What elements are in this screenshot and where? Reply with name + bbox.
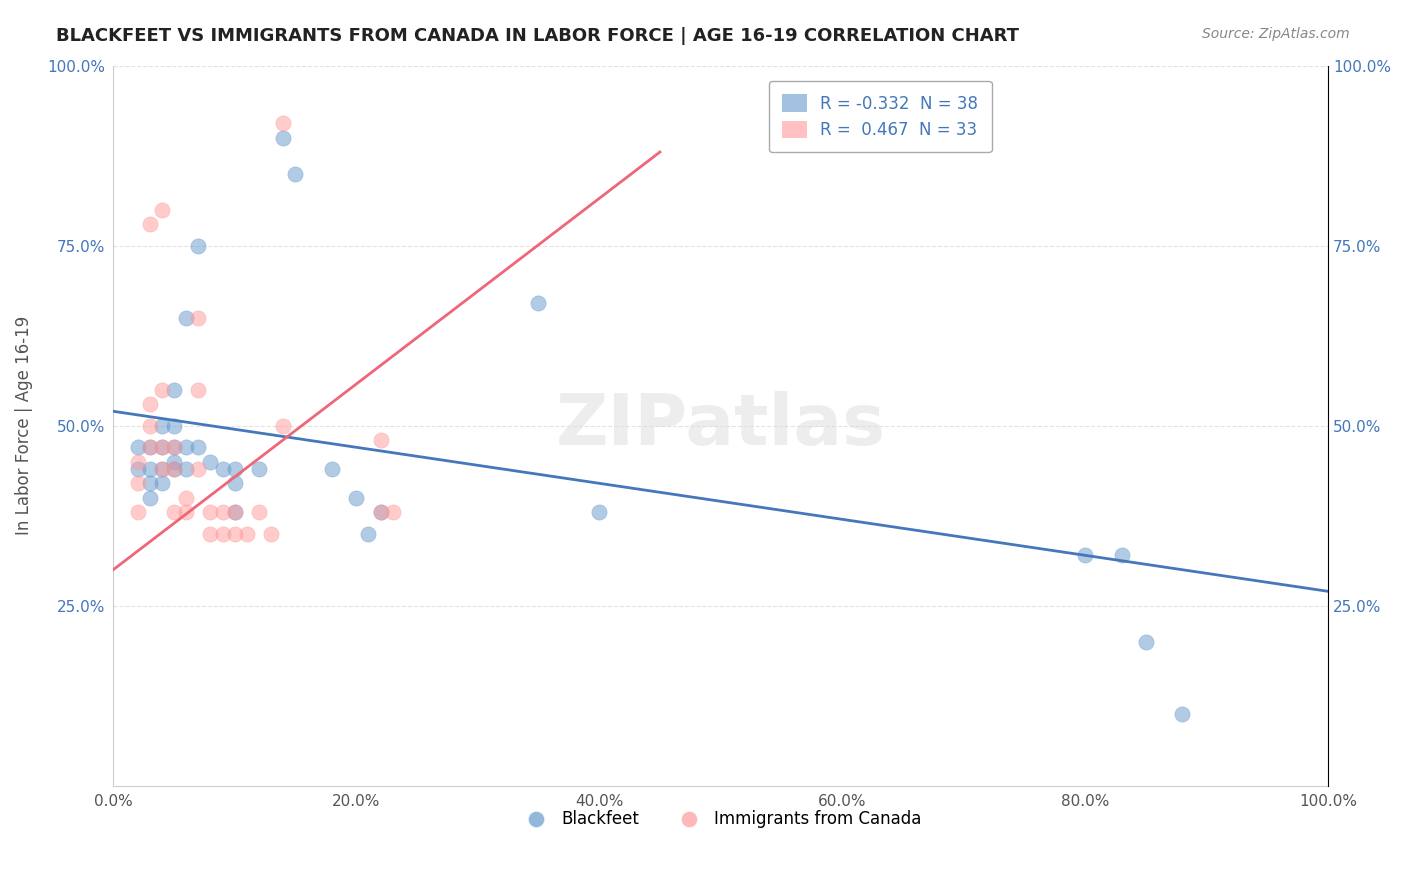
- Point: [174, 491, 197, 505]
- Point: [163, 505, 186, 519]
- Point: [211, 505, 233, 519]
- Point: [224, 462, 246, 476]
- Point: [211, 526, 233, 541]
- Point: [588, 505, 610, 519]
- Point: [200, 455, 222, 469]
- Point: [127, 440, 149, 454]
- Point: [127, 505, 149, 519]
- Point: [187, 238, 209, 252]
- Point: [370, 505, 392, 519]
- Point: [174, 462, 197, 476]
- Point: [174, 505, 197, 519]
- Point: [1135, 634, 1157, 648]
- Point: [163, 462, 186, 476]
- Point: [1171, 706, 1194, 721]
- Point: [357, 526, 380, 541]
- Point: [138, 462, 160, 476]
- Point: [138, 418, 160, 433]
- Point: [187, 310, 209, 325]
- Point: [370, 505, 392, 519]
- Text: BLACKFEET VS IMMIGRANTS FROM CANADA IN LABOR FORCE | AGE 16-19 CORRELATION CHART: BLACKFEET VS IMMIGRANTS FROM CANADA IN L…: [56, 27, 1019, 45]
- Point: [200, 526, 222, 541]
- Point: [138, 476, 160, 491]
- Point: [211, 462, 233, 476]
- Point: [247, 505, 270, 519]
- Point: [138, 440, 160, 454]
- Point: [527, 296, 550, 310]
- Legend: Blackfeet, Immigrants from Canada: Blackfeet, Immigrants from Canada: [513, 804, 928, 835]
- Point: [187, 383, 209, 397]
- Point: [187, 462, 209, 476]
- Point: [370, 433, 392, 447]
- Point: [127, 476, 149, 491]
- Point: [127, 462, 149, 476]
- Point: [247, 462, 270, 476]
- Point: [174, 440, 197, 454]
- Point: [150, 383, 173, 397]
- Point: [224, 505, 246, 519]
- Point: [150, 462, 173, 476]
- Point: [163, 440, 186, 454]
- Y-axis label: In Labor Force | Age 16-19: In Labor Force | Age 16-19: [15, 316, 32, 535]
- Point: [273, 418, 295, 433]
- Point: [163, 462, 186, 476]
- Point: [174, 310, 197, 325]
- Point: [150, 202, 173, 217]
- Point: [236, 526, 259, 541]
- Point: [127, 455, 149, 469]
- Point: [224, 505, 246, 519]
- Point: [200, 505, 222, 519]
- Point: [138, 440, 160, 454]
- Point: [1074, 549, 1097, 563]
- Point: [150, 418, 173, 433]
- Point: [273, 116, 295, 130]
- Point: [284, 167, 307, 181]
- Point: [224, 526, 246, 541]
- Point: [1111, 549, 1133, 563]
- Point: [187, 440, 209, 454]
- Point: [224, 476, 246, 491]
- Text: ZIPatlas: ZIPatlas: [555, 392, 886, 460]
- Point: [150, 440, 173, 454]
- Point: [163, 440, 186, 454]
- Point: [138, 491, 160, 505]
- Point: [150, 476, 173, 491]
- Point: [150, 440, 173, 454]
- Point: [138, 397, 160, 411]
- Point: [344, 491, 367, 505]
- Point: [138, 217, 160, 231]
- Point: [163, 418, 186, 433]
- Point: [381, 505, 404, 519]
- Text: Source: ZipAtlas.com: Source: ZipAtlas.com: [1202, 27, 1350, 41]
- Point: [273, 130, 295, 145]
- Point: [163, 455, 186, 469]
- Point: [260, 526, 283, 541]
- Point: [163, 383, 186, 397]
- Point: [150, 462, 173, 476]
- Point: [321, 462, 343, 476]
